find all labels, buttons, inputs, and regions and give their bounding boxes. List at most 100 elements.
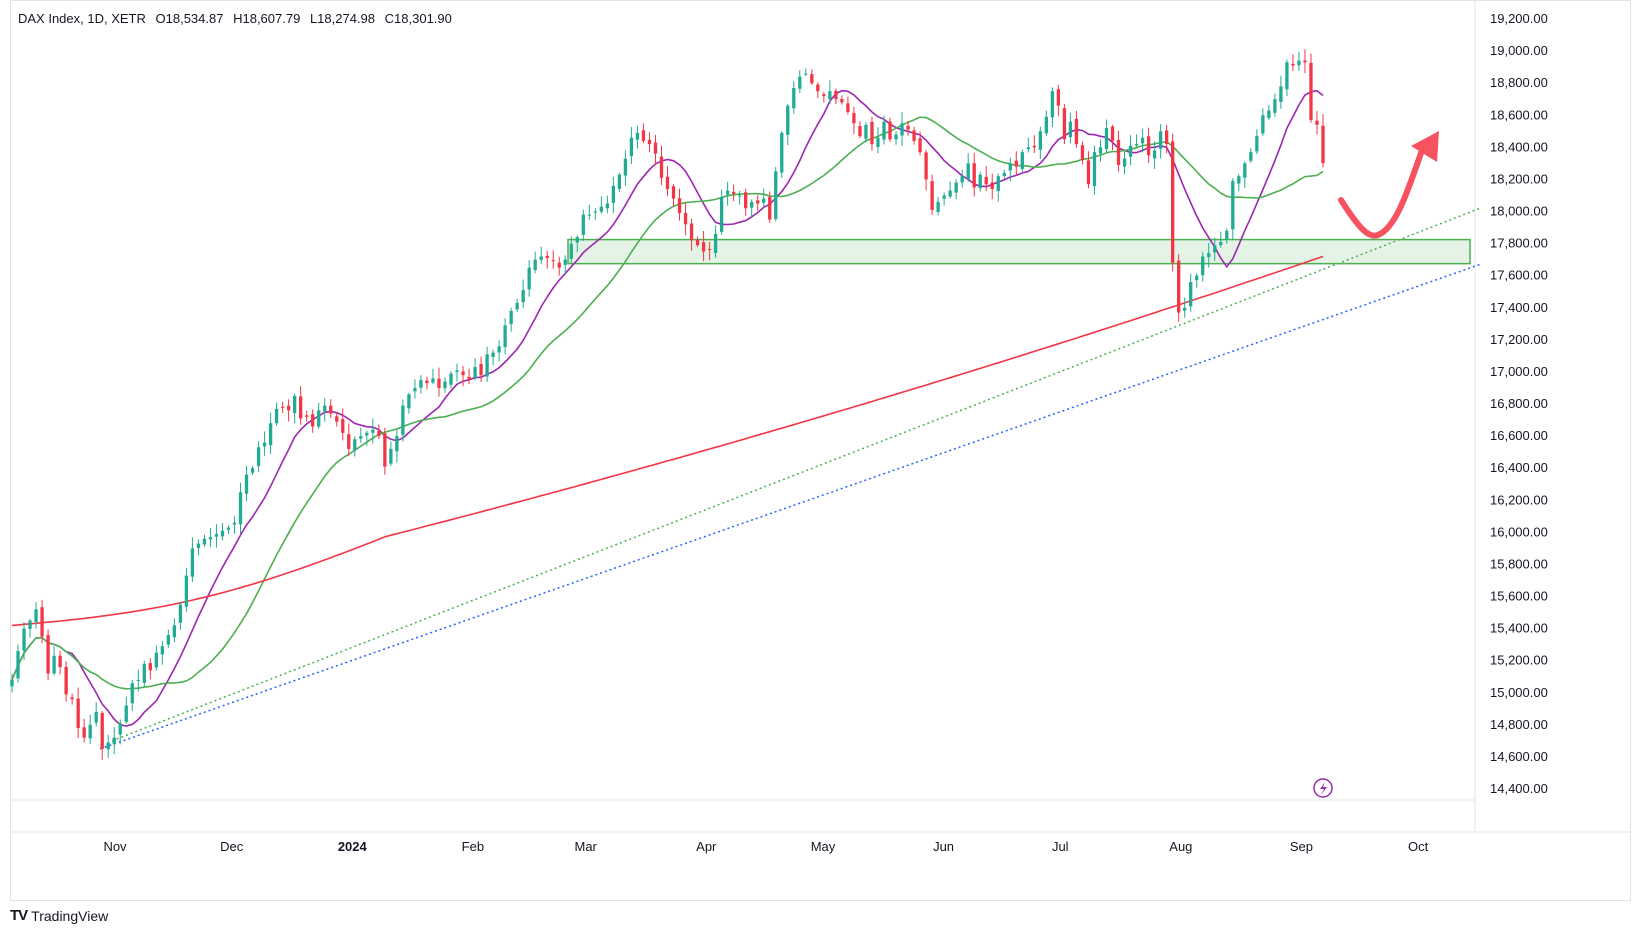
y-tick-label: 18,800.00 (1490, 75, 1548, 90)
candle-body (695, 239, 700, 246)
candle-body (1152, 150, 1157, 159)
arrow-head[interactable] (1411, 131, 1439, 162)
support-zone[interactable] (567, 238, 1471, 265)
x-tick-label: Jul (1052, 839, 1069, 854)
candle-body (960, 176, 964, 183)
candle-body (978, 174, 982, 189)
candle-body (659, 156, 664, 178)
candle-body (437, 378, 441, 388)
candle-body (1110, 126, 1115, 141)
candle-body (365, 432, 369, 436)
candle-body (689, 223, 694, 241)
candle-body (768, 197, 772, 220)
y-tick-label: 14,600.00 (1490, 749, 1548, 764)
forecast-arrow[interactable] (1338, 131, 1439, 239)
candle-body (172, 625, 177, 638)
candle-body (1164, 130, 1169, 145)
y-tick-label: 17,800.00 (1490, 236, 1548, 251)
candle-body (900, 123, 904, 136)
candle-body (725, 190, 730, 195)
candle-body (292, 395, 297, 414)
trendline-blue[interactable] (99, 263, 1481, 750)
candle-body (1116, 139, 1121, 165)
candle-body (599, 206, 604, 212)
candle-body (738, 195, 742, 197)
candle-body (1213, 245, 1217, 253)
candle-body (882, 121, 886, 140)
x-tick-label: Feb (462, 839, 484, 854)
candle-body (353, 439, 357, 450)
candle-body (557, 262, 561, 268)
candle-body (966, 163, 970, 180)
candle-body (262, 442, 267, 447)
candle-body (503, 325, 507, 348)
candle-body (154, 652, 158, 668)
candle-body (521, 290, 525, 303)
candle-body (413, 387, 417, 392)
candle-body (870, 121, 874, 145)
candles (10, 49, 1325, 761)
candle-body (1189, 282, 1193, 307)
candle-body (1321, 125, 1325, 164)
candle-body (575, 237, 579, 243)
candle-body (671, 186, 676, 199)
candle-body (305, 415, 309, 417)
trendlines[interactable] (99, 207, 1481, 750)
candle-body (707, 248, 712, 250)
time-axis[interactable]: Nov Dec 2024 Feb Mar Apr May Jun Jul Aug Sep Oct (103, 839, 1428, 854)
candle-body (605, 203, 610, 209)
candle-body (419, 379, 423, 388)
trendline-green[interactable] (111, 207, 1481, 742)
candle-body (1002, 173, 1006, 176)
candle-body (28, 620, 32, 629)
candle-body (876, 137, 880, 147)
candle-body (485, 354, 489, 377)
candle-body (701, 242, 706, 252)
candle-body (76, 698, 80, 729)
x-tick-label: Dec (220, 839, 244, 854)
candle-body (323, 405, 327, 412)
candle-body (425, 380, 429, 384)
candle-body (347, 434, 351, 449)
candle-body (852, 113, 856, 124)
candle-body (647, 139, 652, 145)
candle-body (924, 152, 928, 180)
candle-body (623, 158, 628, 176)
candle-body (1032, 145, 1036, 148)
candle-body (1177, 260, 1181, 313)
candle-body (1183, 307, 1187, 311)
candle-body (539, 256, 543, 260)
candle-body (509, 310, 513, 325)
y-tick-label: 17,600.00 (1490, 268, 1548, 283)
candle-body (719, 197, 724, 232)
candle-body (569, 243, 573, 259)
candle-body (467, 376, 471, 380)
candle-body (118, 723, 122, 735)
candle-body (1008, 163, 1012, 171)
price-axis[interactable]: 19,200.00 19,000.00 18,800.00 18,600.00 18,4… (1490, 11, 1548, 796)
candle-body (545, 255, 549, 259)
candle-body (112, 737, 116, 745)
candle-body (1086, 160, 1091, 185)
candle-body (34, 609, 38, 623)
candle-body (1146, 136, 1151, 156)
candle-body (731, 191, 736, 194)
arrow-curve[interactable] (1338, 147, 1425, 239)
candle-body (713, 233, 718, 254)
candle-body (665, 176, 670, 190)
chart-frame (10, 0, 1631, 901)
candle-body (587, 214, 591, 216)
y-tick-label: 17,200.00 (1490, 332, 1548, 347)
brand-name: TradingView (31, 907, 109, 924)
support-zone-rect[interactable] (567, 238, 1471, 265)
x-tick-label: Jun (933, 839, 954, 854)
lightning-icon[interactable] (1313, 778, 1333, 798)
candle-body (936, 201, 940, 212)
candle-body (822, 94, 826, 96)
tradingview-brand[interactable]: TV TradingView (10, 907, 108, 924)
candle-body (1092, 152, 1097, 187)
y-tick-label: 17,400.00 (1490, 300, 1548, 315)
x-tick-label: 2024 (338, 839, 368, 854)
legend-symbol[interactable]: DAX Index, 1D, XETR (18, 11, 146, 26)
